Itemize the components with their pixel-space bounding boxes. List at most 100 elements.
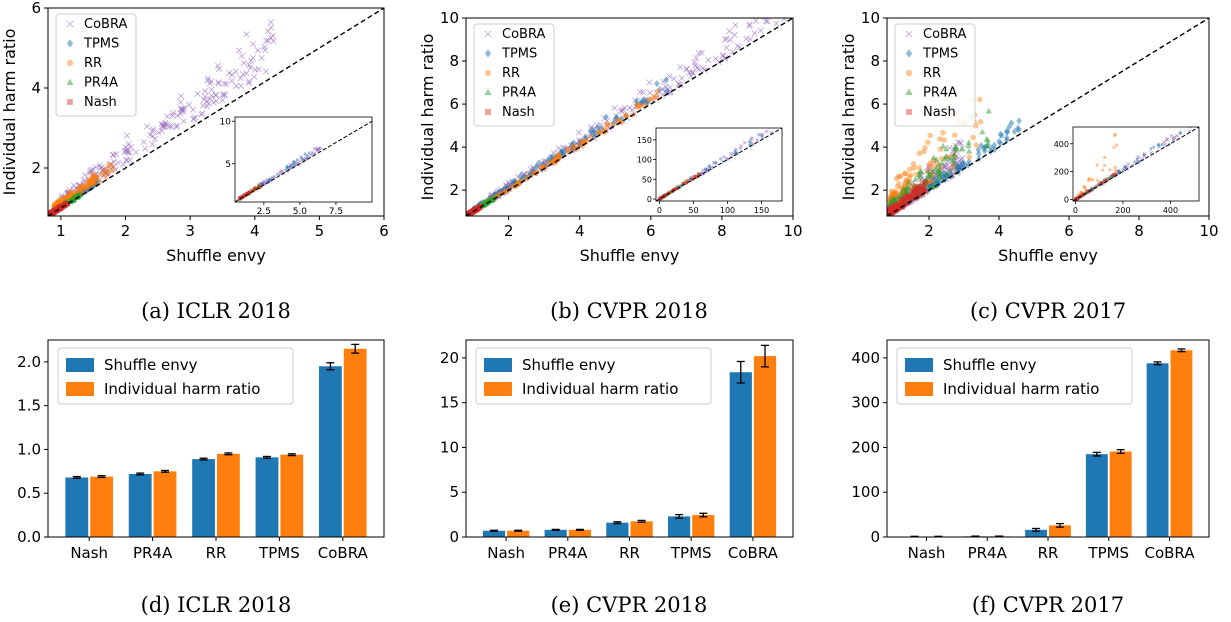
point-b-inset-tpms-23	[749, 140, 753, 145]
point-b-rr-80	[595, 130, 602, 136]
bar-f-harm-ratio-rr	[1049, 525, 1071, 537]
point-c-nash-43	[897, 203, 903, 209]
point-c-pr4a-23	[898, 189, 905, 196]
point-a-nash-119	[63, 201, 69, 207]
legend-swatch-f-0	[905, 358, 933, 372]
x-tick-label-b-4: 10	[783, 222, 802, 240]
point-c-nash-122	[899, 197, 906, 203]
point-c-nash-129	[922, 189, 928, 195]
point-b-cobra-143	[731, 31, 738, 39]
point-a-nash-11	[51, 208, 57, 214]
point-b-cobra-85	[781, 18, 788, 22]
point-a-nash-51	[57, 205, 63, 212]
point-b-cobra-2	[773, 20, 780, 27]
point-a-cobra-61	[212, 92, 219, 99]
point-a-cobra-120	[149, 127, 156, 135]
point-a-nash-13	[58, 203, 64, 209]
inset-chart-c: 0 200 400 0 200 400	[1054, 126, 1200, 215]
point-c-nash-54	[912, 186, 918, 193]
point-a-cobra-197	[123, 132, 131, 139]
point-a-cobra-185	[270, 38, 277, 45]
point-a-inset-pr4a-32	[257, 183, 261, 187]
y-tick-label-d-1: 0.5	[17, 484, 41, 502]
point-a-nash-9	[55, 206, 61, 212]
point-c-nash-81	[887, 210, 892, 216]
point-a-nash-101	[51, 209, 57, 215]
point-a-nash-116	[58, 205, 64, 211]
point-a-cobra-104	[223, 80, 230, 87]
point-c-inset-rr-2	[1086, 178, 1091, 182]
point-c-inset-nash-0	[1076, 196, 1080, 200]
point-c-inset-rr-29	[1113, 165, 1117, 169]
point-c-inset-nash-24	[1076, 196, 1080, 200]
point-b-cobra-93	[689, 70, 696, 77]
point-b-inset-tpms-26	[733, 149, 737, 154]
point-c-nash-86	[887, 208, 893, 214]
legend-entry-c-1: TPMS	[922, 47, 958, 62]
point-a-inset-nash-8	[239, 195, 243, 199]
point-c-inset-nash-34	[1081, 193, 1085, 197]
inset-frame-a	[234, 116, 373, 203]
point-c-rr-99	[902, 170, 908, 177]
point-c-nash-135	[889, 209, 895, 215]
point-a-nash-80	[50, 210, 56, 216]
point-a-nash-57	[51, 209, 57, 215]
point-c-pr4a-131	[931, 178, 939, 184]
point-b-inset-nash-19	[658, 197, 662, 200]
point-a-inset-tpms-36	[291, 160, 295, 165]
point-a-nash-58	[58, 204, 64, 210]
point-b-inset-nash-10	[663, 193, 667, 197]
legend-entry-c-4: Nash	[923, 105, 956, 120]
point-b-cobra-211	[698, 49, 705, 56]
point-a-rr-98	[78, 183, 84, 190]
point-a-cobra-219	[64, 190, 71, 198]
point-a-nash-90	[63, 201, 69, 207]
point-a-inset-nash-0	[257, 185, 261, 189]
point-c-cobra-202	[925, 162, 932, 170]
point-c-nash-0	[887, 207, 892, 213]
point-a-cobra-206	[132, 149, 140, 156]
bar-e-shuffle-envy-pr4a	[544, 529, 567, 537]
legend-entry-a-1: TPMS	[83, 37, 119, 52]
point-a-rr-6	[88, 176, 94, 182]
point-b-inset-nash-14	[659, 196, 663, 200]
point-c-nash-121	[904, 194, 910, 200]
bar-chart-d: Nash PR4A RR TPMS CoBRA 0.0 0.5 1.0 1.5 2.0 Shuffl…	[17, 339, 385, 562]
point-c-pr4a-117	[887, 209, 894, 216]
point-c-nash-79	[887, 210, 892, 216]
point-c-rr-58	[941, 137, 948, 143]
point-a-inset-cobra-65	[285, 168, 289, 173]
point-c-inset-nash-3	[1112, 172, 1116, 176]
bar-d-harm-ratio-cobra	[343, 348, 367, 537]
point-c-nash-25	[887, 209, 892, 215]
point-a-inset-pr4a-39	[246, 190, 251, 194]
point-c-inset-tpms-31	[1118, 169, 1122, 174]
legend-entry-b-3: PR4A	[502, 86, 536, 101]
point-a-cobra-59	[80, 176, 88, 184]
x-tick-label-c-2: 6	[1064, 222, 1074, 240]
point-c-nash-108	[887, 210, 892, 216]
point-b-cobra-138	[757, 27, 764, 34]
point-b-tpms-87	[638, 99, 645, 107]
point-c-nash-82	[918, 184, 924, 190]
caption-b: (b) CVPR 2018	[550, 299, 708, 323]
point-a-inset-nash-35	[240, 195, 244, 199]
point-a-nash-45	[56, 205, 62, 211]
point-c-rr-49	[896, 181, 902, 187]
point-b-nash-96	[474, 206, 480, 212]
y-tick-label-d-0: 0.0	[17, 528, 41, 546]
y-tick-label-d-4: 2.0	[17, 353, 41, 371]
point-c-rr-115	[976, 96, 983, 103]
point-b-nash-101	[477, 204, 483, 210]
point-c-nash-47	[919, 190, 925, 196]
point-a-cobra-149	[219, 91, 226, 99]
point-b-inset-pr4a-19	[683, 180, 687, 184]
point-a-inset-cobra-71	[314, 147, 319, 152]
point-c-rr-84	[970, 134, 976, 141]
point-a-tpms-86	[72, 189, 79, 198]
point-c-rr-70	[937, 136, 943, 142]
point-c-nash-131	[889, 209, 896, 215]
point-c-rr-107	[925, 139, 931, 145]
point-b-rr-28	[571, 143, 578, 149]
point-c-nash-28	[901, 196, 907, 202]
